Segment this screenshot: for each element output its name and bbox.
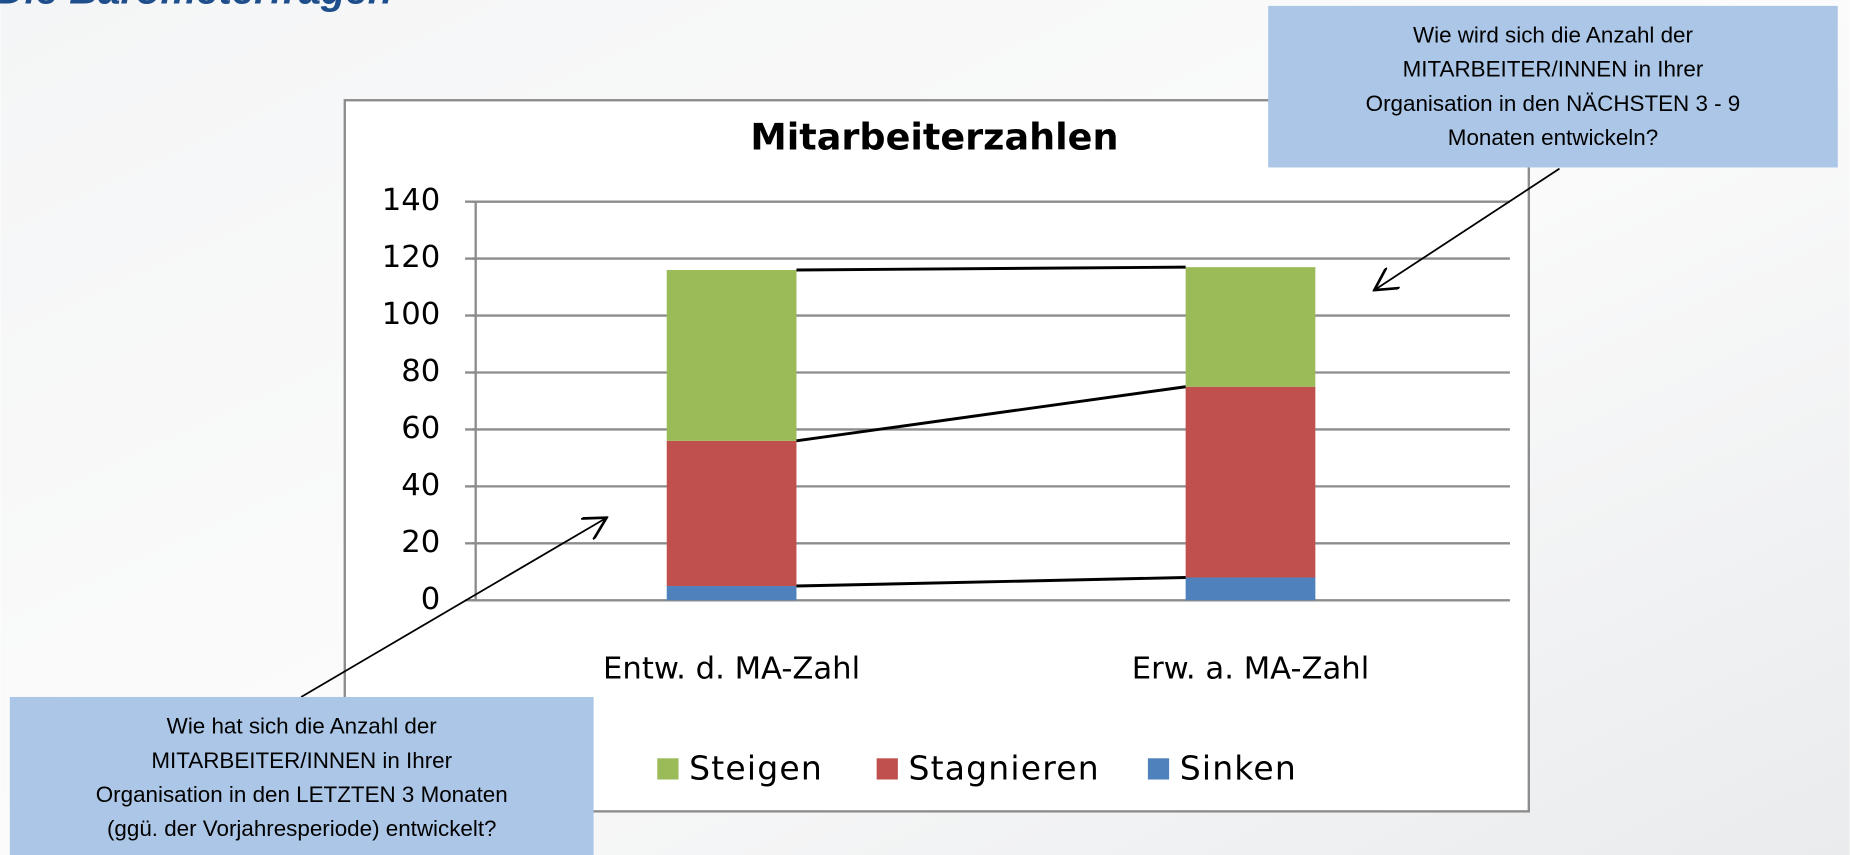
annotation-text: Wie hat sich die Anzahl der xyxy=(167,714,438,739)
y-tick-label: 80 xyxy=(401,354,440,389)
bar-segment xyxy=(666,269,797,441)
series-line xyxy=(796,385,1186,443)
annotation-text: MITARBEITER/INNEN in Ihrer xyxy=(151,748,452,773)
series-line xyxy=(796,265,1186,272)
annotation-text: Wie wird sich die Anzahl der xyxy=(1413,22,1694,47)
arrow xyxy=(1374,167,1560,290)
legend-swatch xyxy=(1147,758,1170,780)
annotation-text: (ggü. der Vorjahresperiode) entwickelt? xyxy=(107,816,497,841)
arrow xyxy=(300,518,606,698)
legend-label: Stagnieren xyxy=(908,749,1099,788)
y-tick-label: 100 xyxy=(382,297,441,332)
chart-title: Mitarbeiterzahlen xyxy=(750,116,1118,159)
x-tick-label: Erw. a. MA-Zahl xyxy=(1132,651,1370,686)
legend-label: Sinken xyxy=(1180,749,1297,788)
annotation-box xyxy=(1268,5,1838,168)
annotation-box xyxy=(9,696,594,855)
y-tick-label: 0 xyxy=(421,582,441,617)
y-tick-label: 140 xyxy=(382,183,441,218)
legend-swatch xyxy=(657,758,679,780)
bar-segment xyxy=(1185,267,1316,387)
y-tick-label: 120 xyxy=(382,240,441,275)
bar-segment xyxy=(666,586,797,601)
plot: 0 20 40 60 80 100 120 140 Entw. d. MA-Zahl Erw. a… xyxy=(382,183,1510,788)
chart-frame xyxy=(343,99,1530,813)
legend-swatch xyxy=(876,758,898,780)
annotation-text: MITARBEITER/INNEN in Ihrer xyxy=(1403,57,1704,82)
annotation-text: Organisation in den NÄCHSTEN 3 - 9 xyxy=(1366,91,1741,116)
y-tick-label: 40 xyxy=(401,468,440,503)
slide-title: Die Barometerfragen xyxy=(0,0,392,13)
legend-label: Steigen xyxy=(689,749,823,788)
series-line xyxy=(796,576,1186,588)
x-tick-label: Entw. d. MA-Zahl xyxy=(603,651,860,686)
y-tick-label: 20 xyxy=(401,525,440,560)
annotation-text: Monaten entwickeln? xyxy=(1448,125,1658,150)
bar-segment xyxy=(666,440,797,587)
bar-segment xyxy=(1185,577,1316,601)
annotation-text: Organisation in den LETZTEN 3 Monaten xyxy=(96,782,508,807)
bar-segment xyxy=(1185,386,1316,578)
y-tick-label: 60 xyxy=(401,411,440,446)
